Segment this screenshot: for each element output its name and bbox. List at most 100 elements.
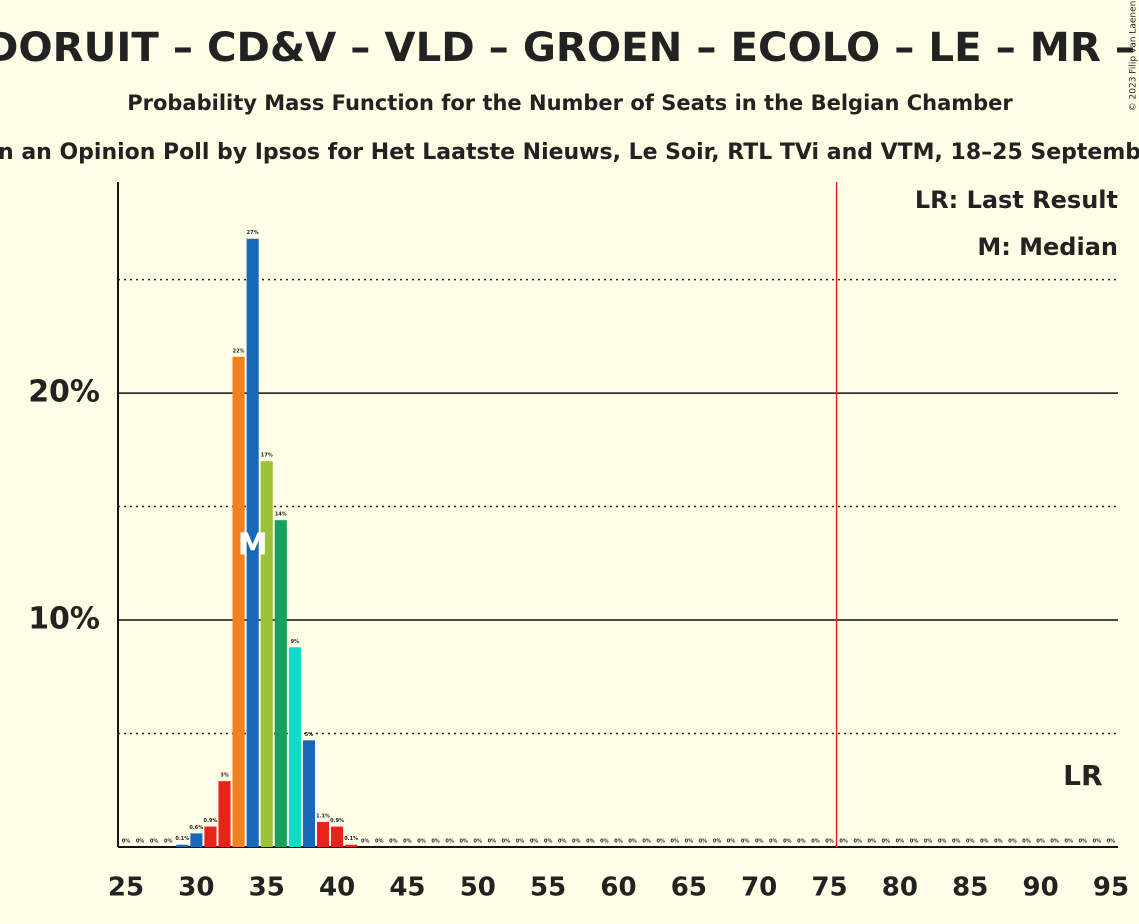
value-label: 0% [980, 839, 989, 845]
x-tick-label: 60 [600, 873, 636, 903]
value-label: 5% [305, 732, 314, 738]
bar [302, 740, 315, 847]
bar [176, 844, 189, 847]
chart-title: DORUIT – CD&V – VLD – GROEN – ECOLO – LE… [0, 25, 1135, 71]
value-label: 9% [291, 639, 300, 645]
value-label: 0.1% [344, 836, 358, 842]
value-label: 0% [389, 839, 398, 845]
value-label: 0% [797, 839, 806, 845]
value-label: 0% [164, 839, 173, 845]
bar [190, 833, 203, 847]
x-tick-label: 65 [671, 873, 707, 903]
bar [246, 238, 259, 848]
x-tick-label: 30 [178, 873, 214, 903]
value-label: 0% [924, 839, 933, 845]
value-label: 0% [516, 839, 525, 845]
value-label: 0% [361, 839, 370, 845]
x-tick-label: 95 [1093, 873, 1129, 903]
bar [260, 461, 273, 847]
value-label: 27% [247, 230, 259, 236]
value-label: 0% [502, 839, 511, 845]
x-tick-label: 70 [741, 873, 777, 903]
value-label: 0% [150, 839, 159, 845]
value-label: 0% [1036, 839, 1045, 845]
value-label: 0% [938, 839, 947, 845]
value-label: 0.9% [330, 818, 344, 824]
chart-subtitle: Probability Mass Function for the Number… [127, 91, 1013, 115]
bar [288, 647, 301, 847]
bar [232, 356, 245, 847]
value-label: 0.6% [189, 825, 203, 831]
median-marker: M [238, 528, 268, 563]
value-label: 0.9% [204, 818, 218, 824]
copyright: © 2023 Filip van Laenen [1129, 1, 1139, 112]
bar [331, 826, 344, 847]
x-tick-label: 80 [882, 873, 918, 903]
value-label: 0% [417, 839, 426, 845]
x-tick-label: 40 [319, 873, 355, 903]
value-label: 0% [122, 839, 131, 845]
x-tick-label: 45 [389, 873, 425, 903]
value-label: 0% [656, 839, 665, 845]
value-label: 0% [136, 839, 145, 845]
value-label: 0% [896, 839, 905, 845]
value-label: 0% [685, 839, 694, 845]
value-label: 0% [445, 839, 454, 845]
value-label: 0% [882, 839, 891, 845]
value-label: 0% [1008, 839, 1017, 845]
value-label: 14% [275, 512, 287, 518]
bar [274, 520, 287, 847]
value-label: 22% [233, 348, 245, 354]
value-label: 0% [671, 839, 680, 845]
value-label: 0% [853, 839, 862, 845]
x-tick-label: 50 [460, 873, 496, 903]
value-label: 0% [966, 839, 975, 845]
chart-subtitle-2: n an Opinion Poll by Ipsos for Het Laats… [0, 140, 1139, 165]
value-label: 0% [1022, 839, 1031, 845]
bar [204, 826, 217, 847]
value-label: 0% [474, 839, 483, 845]
value-label: 0% [1050, 839, 1059, 845]
x-tick-label: 55 [530, 873, 566, 903]
value-label: 0% [910, 839, 919, 845]
y-tick-label: 10% [28, 602, 100, 637]
x-tick-label: 35 [249, 873, 285, 903]
x-tick-label: 90 [1023, 873, 1059, 903]
value-label: 3% [220, 773, 229, 779]
value-label: 0% [600, 839, 609, 845]
value-label: 0% [755, 839, 764, 845]
value-label: 0% [769, 839, 778, 845]
value-label: 0% [459, 839, 468, 845]
value-label: 0% [811, 839, 820, 845]
bar [345, 844, 358, 847]
value-label: 0% [403, 839, 412, 845]
value-label: 0% [530, 839, 539, 845]
bar [218, 781, 231, 847]
bar [316, 822, 330, 847]
value-label: 0% [614, 839, 623, 845]
value-label: 0% [1107, 839, 1116, 845]
value-label: 1.1% [316, 814, 330, 820]
value-label: 0% [375, 839, 384, 845]
x-tick-label: 25 [108, 873, 144, 903]
value-label: 0% [488, 839, 497, 845]
value-label: 0% [839, 839, 848, 845]
value-label: 0% [741, 839, 750, 845]
value-label: 0% [586, 839, 595, 845]
value-label: 0% [868, 839, 877, 845]
x-tick-label: 85 [952, 873, 988, 903]
value-label: 0% [558, 839, 567, 845]
y-tick-label: 20% [28, 375, 100, 410]
value-label: 0% [642, 839, 651, 845]
value-label: 0% [952, 839, 961, 845]
value-label: 0% [628, 839, 637, 845]
legend-entry: M: Median [977, 233, 1118, 261]
value-label: 0% [994, 839, 1003, 845]
value-label: 0% [825, 839, 834, 845]
value-label: 0% [431, 839, 440, 845]
value-label: 0% [544, 839, 553, 845]
value-label: 0% [572, 839, 581, 845]
value-label: 0.1% [175, 836, 189, 842]
